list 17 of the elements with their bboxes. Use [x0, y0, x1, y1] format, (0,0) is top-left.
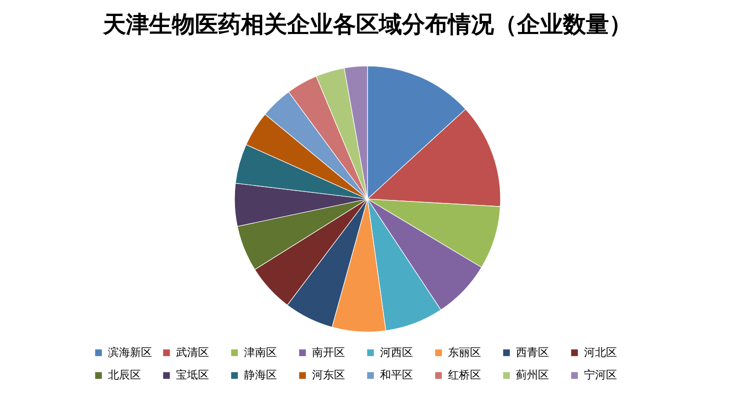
legend-label: 河东区 — [312, 368, 345, 382]
legend-label: 武清区 — [176, 346, 209, 359]
chart-title: 天津生物医药相关企业各区域分布情况（企业数量） — [102, 12, 632, 37]
legend-label: 滨海新区 — [108, 346, 152, 359]
legend-label: 河北区 — [584, 346, 617, 359]
legend-label: 津南区 — [244, 346, 277, 359]
legend-label: 红桥区 — [448, 370, 481, 382]
legend-label: 南开区 — [312, 346, 345, 359]
legend-label: 北辰区 — [108, 368, 141, 382]
legend-label: 西青区 — [516, 346, 549, 359]
legend-label: 蓟州区 — [516, 368, 549, 382]
legend-label: 东丽区 — [448, 346, 481, 359]
legend-label: 静海区 — [244, 370, 277, 382]
legend-label: 宁河区 — [584, 368, 617, 382]
legend-label: 和平区 — [380, 368, 413, 382]
legend-label: 河西区 — [380, 346, 413, 359]
legend-label: 宝坻区 — [176, 368, 209, 382]
